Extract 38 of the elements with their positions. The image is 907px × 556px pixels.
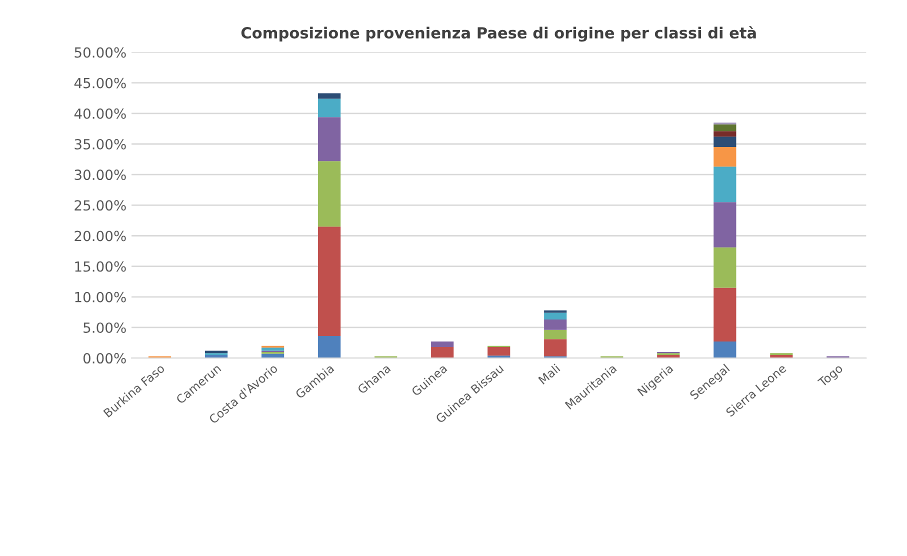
bar [714, 342, 736, 358]
bar [544, 320, 567, 330]
bar [318, 93, 341, 99]
bar [714, 147, 736, 167]
y-tick-label: 20.00% [74, 230, 126, 242]
bar [318, 336, 341, 358]
bar [431, 342, 454, 348]
bar [318, 98, 341, 118]
bar [544, 330, 567, 340]
y-tick-label: 40.00% [74, 108, 126, 119]
bar [544, 339, 567, 356]
y-tick-label: 0.00% [83, 353, 126, 364]
bar [714, 202, 736, 248]
y-tick-label: 10.00% [75, 292, 126, 302]
bar [544, 310, 567, 313]
y-tick-label: 5.00% [84, 322, 126, 333]
y-tick-label: 25.00% [74, 200, 126, 211]
y-tick-label: 35.00% [74, 138, 126, 150]
bar [204, 350, 228, 354]
bar [714, 288, 736, 342]
bar [714, 124, 736, 132]
bar [714, 166, 736, 202]
y-tick-label: 15.00% [75, 261, 126, 272]
bar [318, 226, 341, 336]
y-tick-label: 30.00% [74, 170, 126, 180]
y-tick-label: 45.00% [74, 78, 126, 88]
bar [544, 312, 567, 320]
bar [714, 247, 736, 288]
bar [714, 131, 736, 137]
bar [318, 117, 341, 162]
bar [261, 348, 284, 351]
bar [714, 136, 736, 148]
bar [318, 161, 341, 227]
bar [431, 347, 454, 358]
y-tick-label: 50.00% [74, 47, 126, 58]
chart-title: Composizione provenienza Paese di origine per classi di età [241, 26, 756, 42]
bar [488, 347, 510, 356]
x-tick-label: Togo [817, 364, 845, 390]
